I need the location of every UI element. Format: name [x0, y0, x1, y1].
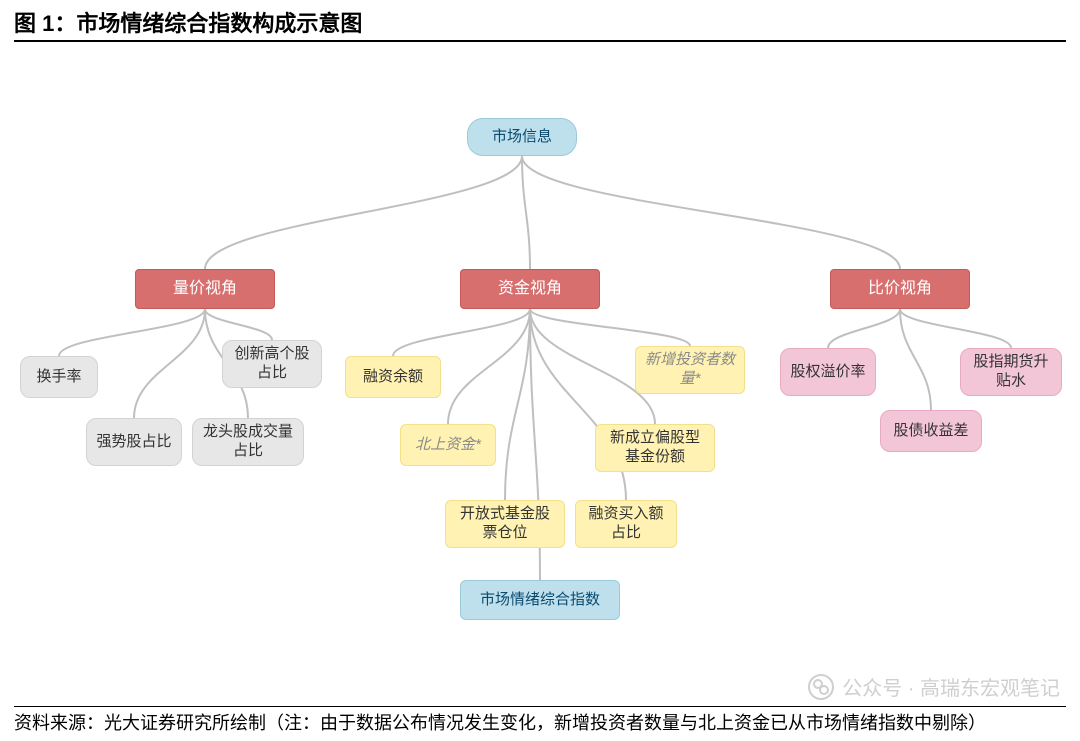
bottom-rule [14, 706, 1066, 707]
node-y6: 融资买入额占比 [575, 500, 677, 548]
node-g4: 龙头股成交量占比 [192, 418, 304, 466]
figure-source: 资料来源：光大证券研究所绘制（注：由于数据公布情况发生变化，新增投资者数量与北上… [14, 709, 986, 735]
edge-root-persp3 [522, 156, 900, 269]
edge-persp3-p3 [900, 309, 931, 410]
edge-persp3-p1 [828, 309, 900, 348]
node-y5: 开放式基金股票仓位 [445, 500, 565, 548]
figure-page: 图 1：市场情绪综合指数构成示意图 市场信息量价视角 资金视角 比价视角换手率 创新高… [0, 0, 1080, 741]
top-rule [14, 40, 1066, 42]
edge-root-persp2 [522, 156, 530, 269]
edge-persp2-y2 [530, 309, 690, 346]
edge-root-persp1 [205, 156, 522, 269]
node-y2: 新增投资者数量* [635, 346, 745, 394]
node-persp2: 资金视角 [460, 269, 600, 309]
node-p3: 股债收益差 [880, 410, 982, 452]
wechat-icon [808, 674, 834, 700]
edge-persp2-y3 [448, 309, 530, 424]
watermark-text: 公众号 · 高瑞东宏观笔记 [842, 672, 1060, 701]
watermark: 公众号 · 高瑞东宏观笔记 [808, 672, 1060, 701]
edge-persp2-y5 [505, 309, 530, 500]
edge-layer [0, 0, 1080, 741]
node-persp3: 比价视角 [830, 269, 970, 309]
node-root: 市场信息 [467, 118, 577, 156]
node-g2: 创新高个股占比 [222, 340, 322, 388]
node-g1: 换手率 [20, 356, 98, 398]
edge-persp2-y1 [393, 309, 530, 356]
node-persp1: 量价视角 [135, 269, 275, 309]
figure-title: 图 1：市场情绪综合指数构成示意图 [14, 6, 362, 38]
edge-persp1-g2 [205, 309, 272, 340]
node-g3: 强势股占比 [86, 418, 182, 466]
node-sink: 市场情绪综合指数 [460, 580, 620, 620]
edge-persp1-g3 [134, 309, 205, 418]
node-p2: 股指期货升贴水 [960, 348, 1062, 396]
edge-persp3-p2 [900, 309, 1011, 348]
node-y1: 融资余额 [345, 356, 441, 398]
node-y4: 新成立偏股型基金份额 [595, 424, 715, 472]
edge-persp1-g1 [59, 309, 205, 356]
node-p1: 股权溢价率 [780, 348, 876, 396]
node-y3: 北上资金* [400, 424, 496, 466]
